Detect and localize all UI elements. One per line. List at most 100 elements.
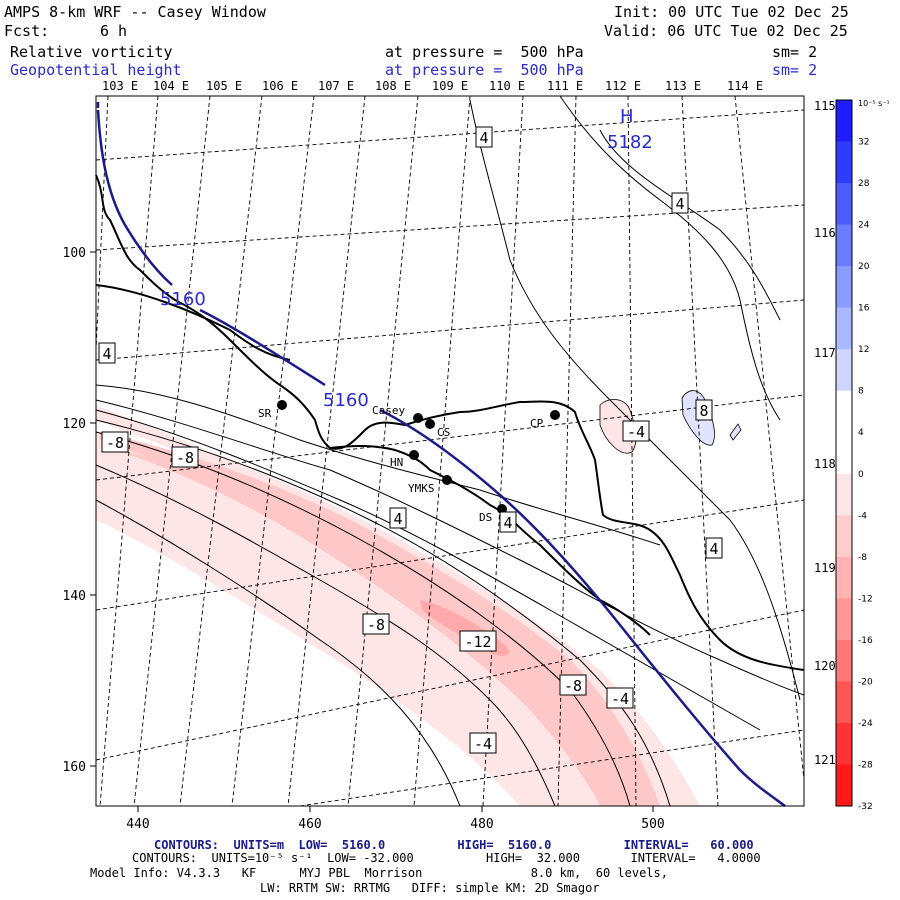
height-contours	[96, 109, 786, 808]
field1-smooth: sm= 2	[772, 43, 818, 61]
colorbar-label: -28	[858, 760, 873, 770]
vort-label: 4	[393, 510, 402, 528]
colorbar-unit: 10⁻⁵ s⁻¹	[858, 99, 890, 108]
station-cp-dot	[550, 410, 560, 420]
colorbar-label: -12	[858, 594, 873, 604]
colorbar-swatch	[836, 183, 852, 226]
colorbar-swatch	[836, 224, 852, 267]
colorbar-frame	[835, 99, 853, 807]
colorbar-swatch	[836, 598, 852, 641]
colorbar-label: -4	[858, 511, 867, 521]
vort-label: -4	[474, 735, 492, 753]
x-tick-label: 440	[126, 817, 149, 832]
vort-labels: 4 4 4 4 4 4 8 -4 -8 -8 -8 -12 -8 -4 -4	[102, 129, 718, 753]
stations	[277, 400, 560, 514]
lon-label: 112 E	[605, 79, 641, 93]
colorbar-swatch	[836, 266, 852, 309]
lon-label: 107 E	[318, 79, 354, 93]
field1-pressure: at pressure = 500 hPa	[385, 43, 584, 61]
station-label-ymks: YMKS	[408, 482, 435, 495]
fcst-value: 6 h	[100, 22, 128, 40]
colorbar-swatch	[836, 681, 852, 724]
vort-label: 8	[699, 402, 708, 420]
y-tick-label: 120	[63, 417, 86, 432]
plot-frame	[95, 95, 805, 807]
colorbar-label: -24	[858, 719, 873, 729]
lon-label: 106 E	[262, 79, 298, 93]
lon-label: 108 E	[375, 79, 411, 93]
colorbar-swatch	[836, 515, 852, 558]
lon-labels-top: 103 E 104 E 105 E 106 E 107 E 108 E 109 …	[102, 79, 763, 93]
map-title: AMPS 8-km WRF -- Casey Window	[4, 3, 266, 21]
colorbar-swatch	[836, 764, 852, 807]
vort-label: -8	[176, 449, 194, 467]
field1-name: Relative vorticity	[10, 43, 173, 61]
station-label-cp: CP	[530, 417, 544, 430]
shade-minus8-b	[110, 448, 640, 806]
colorbar-swatch	[836, 307, 852, 350]
station-hn-dot	[409, 450, 419, 460]
y-tick-labels: 100 120 140 160	[63, 246, 86, 775]
station-labels: SR Casey CS HN YMKS DS CP	[258, 404, 544, 524]
vort-label: 4	[102, 345, 111, 363]
valid-time: Valid: 06 UTC Tue 02 Dec 25	[604, 22, 848, 40]
lon-label: 104 E	[153, 79, 189, 93]
colorbar-swatch	[836, 100, 852, 143]
lon-label: 113 E	[665, 79, 701, 93]
station-casey-dot	[413, 413, 423, 423]
lon-label: 103 E	[102, 79, 138, 93]
vort-label: -12	[464, 633, 491, 651]
height-label-2: 5160	[323, 390, 369, 411]
colorbar-label: -16	[858, 636, 873, 646]
colorbar-label: 8	[858, 387, 864, 397]
field2-smooth: sm= 2	[772, 61, 818, 79]
station-label-hn: HN	[390, 456, 403, 469]
colorbar-label: -8	[858, 553, 867, 563]
field2-pressure: at pressure = 500 hPa	[385, 61, 584, 79]
lon-label: 109 E	[432, 79, 468, 93]
station-label-casey: Casey	[372, 404, 405, 417]
init-time: Init: 00 UTC Tue 02 Dec 25	[614, 3, 849, 21]
footer-model-info: Model Info: V4.3.3 KF MYJ PBL Morrison 8…	[90, 866, 668, 880]
y-tick-label: 140	[63, 589, 86, 604]
lon-label: 114 E	[727, 79, 763, 93]
colorbar-label: 32	[858, 138, 869, 148]
colorbar-label: 12	[858, 345, 869, 355]
x-tick-label: 500	[641, 817, 664, 832]
lon-label: 110 E	[489, 79, 525, 93]
colorbar-label: -32	[858, 802, 873, 812]
vort-label: 4	[479, 129, 488, 147]
colorbar-swatch	[836, 432, 852, 475]
lon-label: 105 E	[206, 79, 242, 93]
station-label-ds: DS	[479, 511, 492, 524]
vorticity-shading	[96, 390, 742, 806]
colorbar-label: 4	[858, 428, 864, 438]
y-tick-label: 160	[63, 760, 86, 775]
field2-name: Geopotential height	[10, 61, 182, 79]
colorbar-label: 28	[858, 179, 870, 189]
colorbar-label: 20	[858, 262, 870, 272]
axis-ticks	[90, 251, 654, 812]
vort-label: -8	[367, 616, 385, 634]
colorbar-label: 0	[858, 470, 864, 480]
colorbar-swatch	[836, 473, 852, 516]
footer-vorticity-contours: CONTOURS: UNITS=10⁻⁵ s⁻¹ LOW= -32.000 HI…	[132, 851, 761, 865]
vort-label: 4	[709, 540, 718, 558]
footer-physics: LW: RRTM SW: RRTMG DIFF: simple KM: 2D S…	[260, 881, 600, 895]
colorbar-swatch	[836, 556, 852, 599]
colorbar-swatch	[836, 349, 852, 392]
x-tick-label: 480	[470, 817, 493, 832]
footer-height-contours: CONTOURS: UNITS=m LOW= 5160.0 HIGH= 5160…	[154, 838, 754, 852]
colorbar: 32 28 24 20 16 12 8 4 0 -4 -8 -12 -16 -20 -24 -28 -32	[835, 99, 873, 812]
fcst-label: Fcst:	[4, 22, 50, 40]
colorbar-swatch	[836, 722, 852, 765]
vort-label: -4	[611, 690, 629, 708]
vort-label: -4	[627, 423, 645, 441]
vorticity-contours	[95, 95, 805, 807]
colorbar-swatch	[836, 141, 852, 184]
height-label-1: 5160	[160, 289, 206, 310]
height-labels: 5160 5160 H 5182	[160, 106, 653, 411]
station-sr-dot	[277, 400, 287, 410]
station-label-cs: CS	[437, 426, 450, 439]
